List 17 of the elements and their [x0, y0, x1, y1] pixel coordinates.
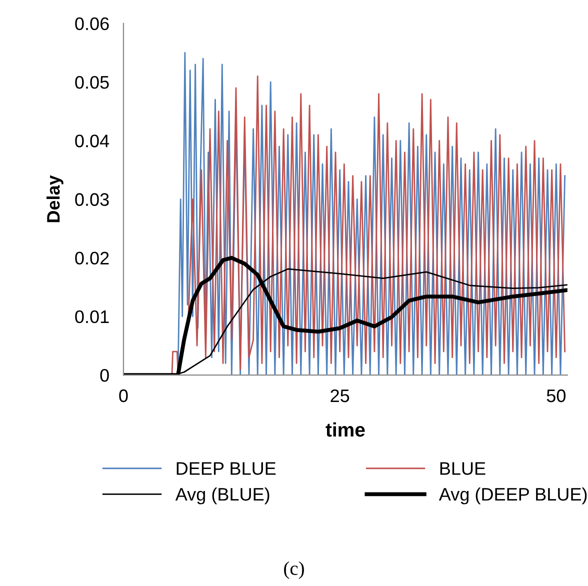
y-tick-label: 0.03: [75, 193, 109, 206]
y-tick-label: 0.05: [75, 76, 109, 89]
x-axis-title: time: [326, 422, 365, 437]
legend-label: BLUE: [440, 462, 486, 475]
x-tick-label: 0: [119, 389, 128, 402]
x-tick-label: 50: [546, 389, 566, 402]
y-axis-title: Delay: [46, 175, 64, 222]
y-tick-label: 0.01: [75, 310, 109, 324]
y-tick-label: 0.02: [75, 252, 109, 265]
legend-label: DEEP BLUE: [176, 462, 276, 475]
text: (c): [284, 561, 304, 579]
y-tick-label: 0.06: [75, 17, 109, 30]
legend-label: Avg (BLUE): [175, 487, 270, 504]
y-tick-label: 0: [100, 368, 109, 382]
x-tick-label: 25: [330, 389, 350, 402]
y-tick-label: 0.04: [75, 134, 110, 148]
legend-label: Avg (DEEP BLUE): [438, 487, 587, 504]
